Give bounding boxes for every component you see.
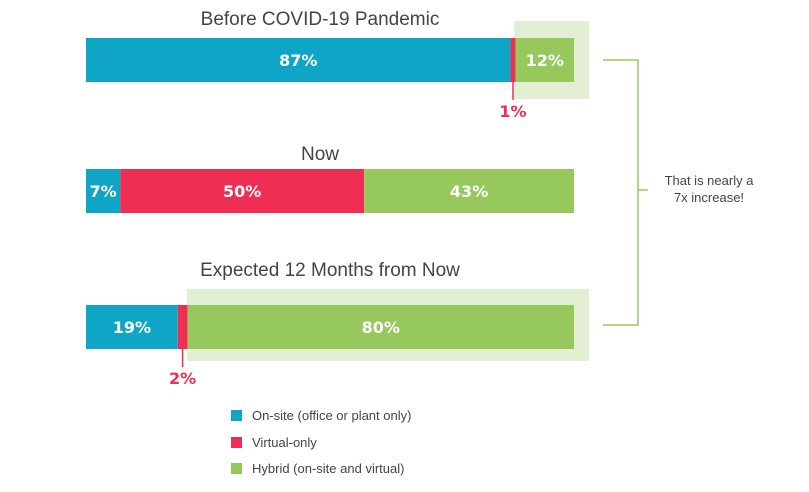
label-hybrid-expected: 80%	[362, 318, 400, 337]
bar-virtual-expected	[177, 305, 188, 349]
label-virtual-now: 50%	[223, 182, 261, 201]
bar-onsite-before	[86, 38, 511, 82]
label-onsite-now: 7%	[89, 182, 116, 201]
label-virtual-before: 1%	[499, 102, 526, 121]
bar-hybrid-now	[364, 169, 574, 213]
panel-title-expected: Expected 12 Months from Now	[200, 260, 460, 281]
legend-swatch-onsite	[231, 410, 242, 421]
annotation-line-2: 7x increase!	[674, 190, 744, 205]
label-hybrid-before: 12%	[526, 51, 564, 70]
legend-swatch-hybrid	[231, 463, 242, 474]
bracket-line	[603, 59, 639, 326]
label-virtual-expected: 2%	[169, 369, 196, 388]
legend: On-site (office or plant only) Virtual-o…	[231, 408, 411, 476]
annotation-line-1: That is nearly a	[665, 173, 755, 188]
panel-before-covid: Before COVID-19 Pandemic 87% 12% 1%	[86, 9, 589, 121]
label-hybrid-now: 43%	[450, 182, 488, 201]
panel-now: Now 7% 50% 43%	[86, 144, 574, 213]
bar-onsite-expected	[86, 305, 178, 349]
label-onsite-before: 87%	[279, 51, 317, 70]
legend-label-hybrid: Hybrid (on-site and virtual)	[252, 461, 404, 476]
bar-hybrid-expected	[187, 305, 574, 349]
increase-bracket: That is nearly a 7x increase!	[603, 59, 755, 326]
legend-label-onsite: On-site (office or plant only)	[252, 408, 411, 423]
legend-swatch-virtual	[231, 437, 242, 448]
panel-expected: Expected 12 Months from Now 19% 80% 2%	[86, 260, 589, 388]
panel-title-before: Before COVID-19 Pandemic	[201, 9, 440, 30]
panel-title-now: Now	[301, 144, 339, 165]
bar-onsite-now	[86, 169, 121, 213]
label-onsite-expected: 19%	[113, 318, 151, 337]
legend-label-virtual: Virtual-only	[252, 435, 317, 450]
bar-virtual-now	[120, 169, 365, 213]
bar-virtual-before	[510, 38, 516, 82]
bar-hybrid-before	[515, 38, 574, 82]
